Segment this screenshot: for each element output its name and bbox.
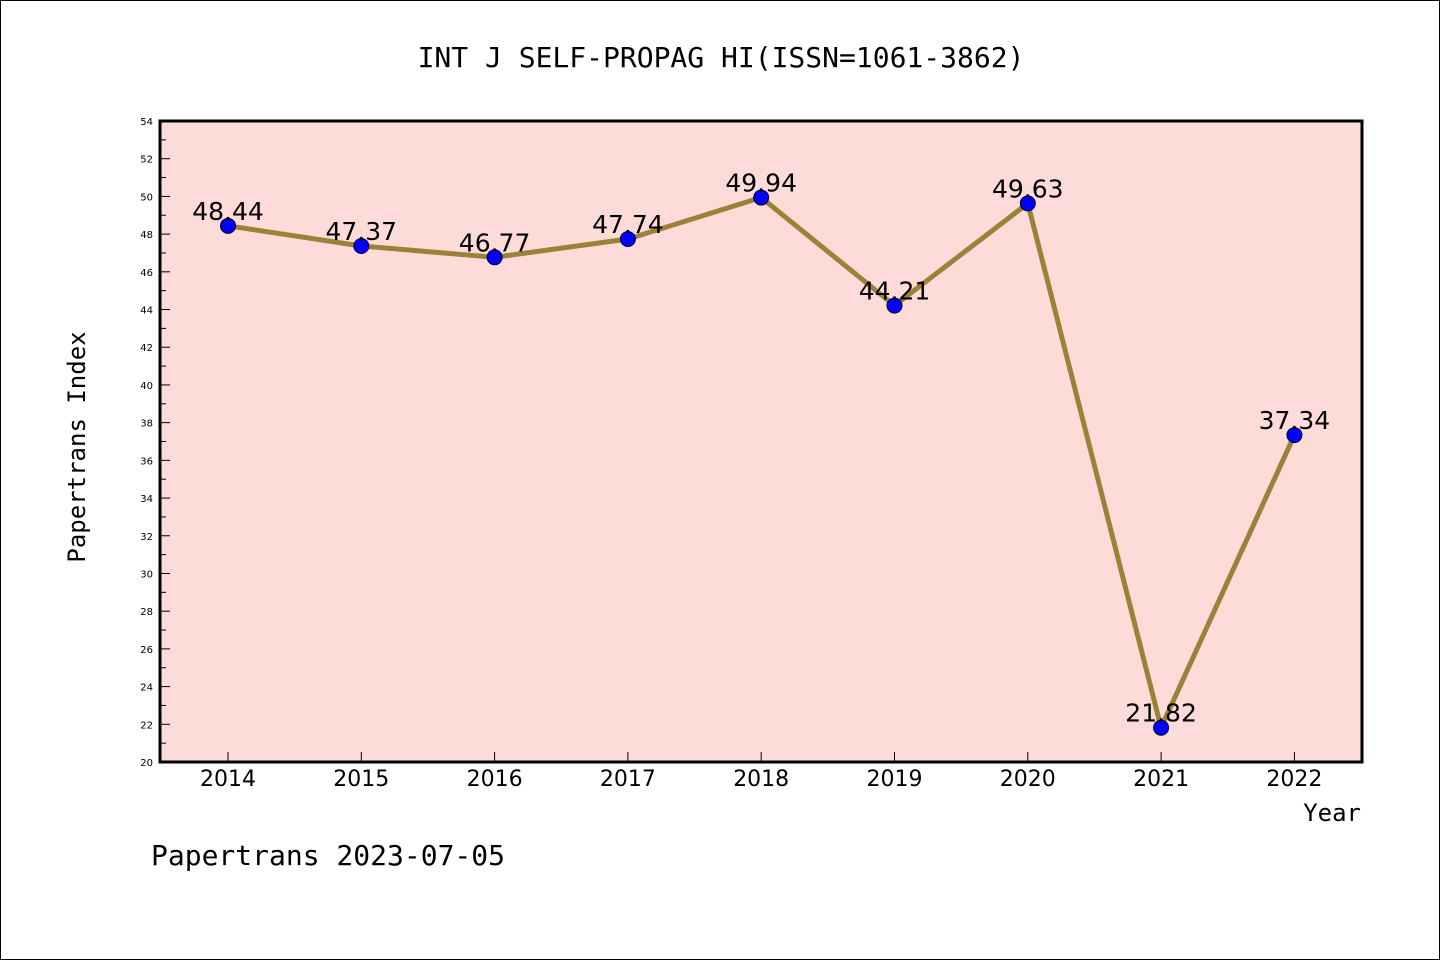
data-point-marker	[886, 297, 903, 314]
data-point-label: 21.82	[1125, 699, 1197, 728]
x-tick-label: 2021	[1133, 767, 1189, 792]
x-tick-label: 2015	[333, 767, 389, 792]
x-tick-label: 2018	[733, 767, 789, 792]
y-tick-label: 30	[140, 569, 153, 580]
y-tick-label: 46	[140, 268, 153, 279]
data-point-marker	[1153, 719, 1170, 736]
x-tick-label: 2019	[867, 767, 923, 792]
y-tick-label: 50	[140, 192, 153, 203]
data-labels: 48.44 47.37 46.77 47.74 49.94 44.21 49.63 21.82…	[192, 169, 1330, 728]
data-point-label: 47.74	[592, 210, 664, 239]
x-tick-label: 2020	[1000, 767, 1056, 792]
y-tick-label: 48	[140, 230, 153, 241]
y-tick-label: 42	[140, 343, 153, 354]
x-tick-label: 2016	[467, 767, 523, 792]
data-point-marker	[353, 237, 370, 254]
y-axis-ticks: 20 22 24 26 28 30 32 34 36 38 40 42 44 46 48 50 52 54	[140, 117, 170, 769]
x-tick-label: 2017	[600, 767, 656, 792]
data-point-marker	[753, 189, 770, 206]
data-point-marker	[619, 231, 636, 248]
data-point-marker	[220, 217, 236, 234]
y-tick-label: 34	[140, 494, 153, 505]
y-tick-label: 20	[140, 758, 153, 769]
y-axis-label: Papertrans Index	[63, 331, 91, 562]
data-point-marker	[1286, 427, 1303, 444]
data-point-label: 49.63	[992, 174, 1064, 203]
data-point-label: 49.94	[725, 169, 797, 198]
y-tick-label: 28	[140, 607, 153, 618]
y-tick-label: 24	[140, 683, 153, 694]
y-tick-label: 54	[140, 117, 153, 128]
y-tick-label: 26	[140, 645, 153, 656]
x-tick-label: 2014	[200, 767, 256, 792]
series-line-group	[220, 189, 1303, 736]
data-point-label: 37.34	[1259, 406, 1331, 435]
chart-title: INT J SELF-PROPAG HI(ISSN=1061-3862)	[418, 41, 1025, 74]
y-tick-label: 32	[140, 532, 153, 543]
y-tick-label: 38	[140, 419, 153, 430]
y-tick-label: 52	[140, 155, 153, 166]
data-point-label: 44.21	[859, 277, 931, 306]
x-axis-label: Year	[1303, 799, 1361, 827]
data-point-label: 48.44	[192, 197, 264, 226]
y-tick-label: 36	[140, 456, 153, 467]
plot-area	[160, 121, 1362, 762]
y-tick-label: 40	[140, 381, 153, 392]
data-point-marker	[486, 249, 503, 266]
footer-watermark: Papertrans 2023-07-05	[151, 839, 505, 872]
y-tick-label: 44	[140, 306, 153, 317]
data-point-label: 47.37	[326, 217, 398, 246]
y-tick-label: 22	[140, 720, 153, 731]
x-tick-label: 2022	[1266, 767, 1322, 792]
data-point-marker	[1019, 195, 1036, 212]
x-axis-ticks: 2014 2015 2016 2017 2018 2019 2020 2021 2022	[200, 752, 1322, 792]
data-point-label: 46.77	[459, 228, 531, 257]
plot-frame	[158, 119, 1364, 764]
